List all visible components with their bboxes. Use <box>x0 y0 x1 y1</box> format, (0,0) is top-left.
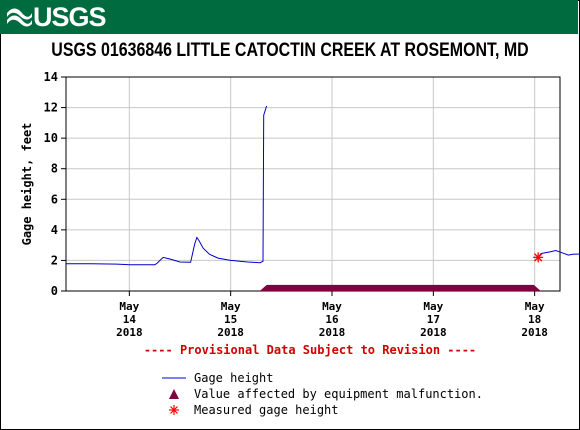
x-tick-label: May <box>221 300 241 313</box>
x-tick-label: 2018 <box>521 326 548 339</box>
legend-label-malfunction: Value affected by equipment malfunction. <box>194 387 483 401</box>
legend-label-gage-height: Gage height <box>194 371 274 385</box>
y-tick-label: 10 <box>44 131 58 145</box>
gage-height-line <box>536 249 580 260</box>
plot-area <box>65 76 561 292</box>
x-tick-label: 2018 <box>319 326 346 339</box>
y-tick-label: 8 <box>51 162 58 176</box>
usgs-logo[interactable]: USGS <box>6 2 107 32</box>
x-tick-label: 18 <box>528 313 541 326</box>
x-tick-label: 15 <box>224 313 237 326</box>
malfunction-band <box>259 284 541 291</box>
legend-item-measured: Measured gage height <box>160 402 339 418</box>
gage-height-chart: 02468101214May142018May152018May162018Ma… <box>20 70 580 339</box>
y-tick-label: 12 <box>44 101 58 115</box>
red-asterisk-icon <box>160 402 188 418</box>
x-tick-label: May <box>525 300 545 313</box>
blue-line-icon <box>160 370 188 386</box>
usgs-logo-text: USGS <box>33 2 107 32</box>
legend-label-measured: Measured gage height <box>194 403 339 417</box>
provisional-notice: ---- Provisional Data Subject to Revisio… <box>143 343 477 357</box>
measured-gage-height-marker <box>533 252 544 263</box>
y-tick-label: 14 <box>44 70 58 84</box>
x-tick-label: 2018 <box>116 326 143 339</box>
x-tick-label: May <box>423 300 443 313</box>
y-tick-label: 4 <box>51 223 58 237</box>
x-tick-label: 2018 <box>420 326 447 339</box>
x-tick-label: 2018 <box>217 326 244 339</box>
legend-item-malfunction: Value affected by equipment malfunction. <box>160 386 483 402</box>
x-tick-label: 16 <box>325 313 339 326</box>
x-tick-label: 14 <box>123 313 137 326</box>
x-tick-label: 17 <box>427 313 440 326</box>
usgs-wave-icon <box>7 8 32 27</box>
x-tick-label: May <box>119 300 139 313</box>
chart-title: USGS 01636846 LITTLE CATOCTIN CREEK AT R… <box>51 40 529 61</box>
usgs-banner: USGS <box>0 0 578 34</box>
gage-height-line <box>66 105 268 266</box>
y-tick-label: 0 <box>51 284 58 298</box>
y-axis-label: Gage height, feet <box>20 123 34 246</box>
y-tick-label: 6 <box>51 192 58 206</box>
x-tick-label: May <box>322 300 342 313</box>
y-tick-label: 2 <box>51 253 58 267</box>
legend-item-gage-height: Gage height <box>160 370 273 386</box>
maroon-triangle-icon <box>160 386 188 402</box>
